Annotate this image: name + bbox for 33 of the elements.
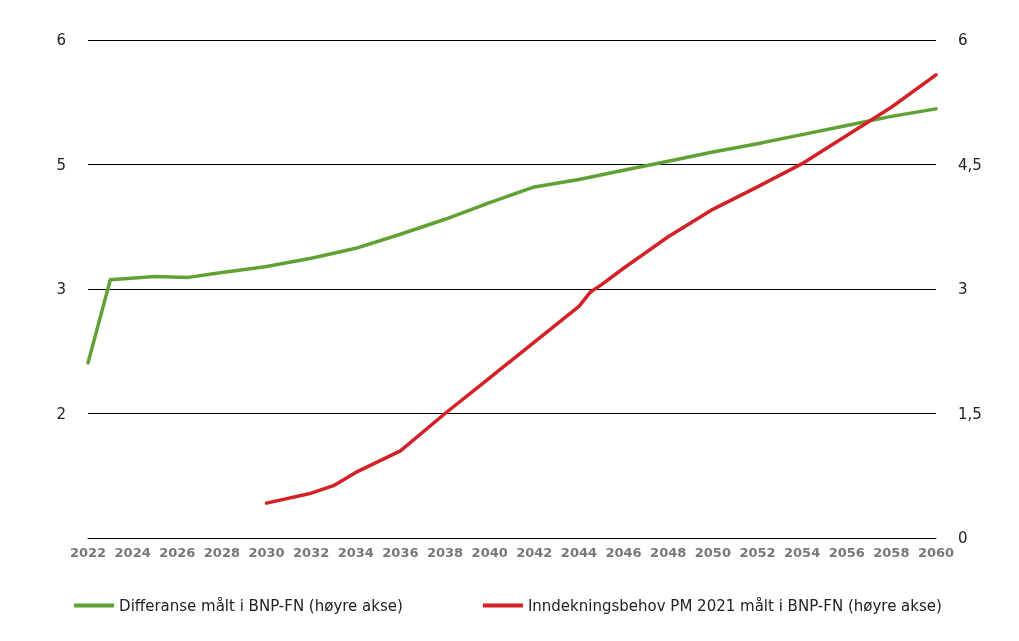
x-tick-label: 2036 bbox=[382, 545, 419, 560]
x-tick-label: 2060 bbox=[917, 545, 955, 560]
x-tick-label: 2048 bbox=[650, 545, 687, 560]
y-tick-label: 3 bbox=[56, 280, 66, 298]
y2-tick-label: 0 bbox=[958, 529, 968, 547]
x-tick-label: 2032 bbox=[293, 545, 330, 560]
x-tick-label: 2052 bbox=[739, 545, 776, 560]
x-tick-label: 2030 bbox=[248, 545, 285, 560]
x-tick-label: 2022 bbox=[69, 545, 107, 560]
y2-tick-label: 6 bbox=[958, 31, 968, 49]
y-tick-label: 6 bbox=[56, 31, 66, 49]
y2-tick-label: 4,5 bbox=[958, 155, 982, 174]
y2-tick-label: 3 bbox=[958, 280, 968, 298]
legend-label: Inndekningsbehov PM 2021 målt i BNP-FN (høyre akse) bbox=[527, 596, 942, 615]
x-tick-label: 2058 bbox=[873, 545, 910, 560]
x-tick-label: 2038 bbox=[426, 545, 464, 560]
x-tick-label: 2042 bbox=[516, 545, 553, 560]
x-tick-label: 2034 bbox=[337, 545, 374, 560]
x-tick-label: 2044 bbox=[560, 545, 598, 560]
x-tick-label: 2040 bbox=[471, 545, 508, 560]
x-tick-label: 2054 bbox=[784, 545, 821, 560]
x-tick-label: 2024 bbox=[114, 545, 151, 560]
legend-label: Differanse målt i BNP-FN (høyre akse) bbox=[119, 596, 403, 615]
x-tick-label: 2050 bbox=[694, 545, 731, 560]
line-series bbox=[264, 73, 938, 505]
x-tick-label: 2026 bbox=[159, 545, 196, 560]
x-tick-label: 2028 bbox=[203, 545, 240, 560]
y2-tick-label: 1,5 bbox=[958, 404, 982, 423]
x-tick-label: 2046 bbox=[605, 545, 642, 560]
y-tick-label: 5 bbox=[56, 155, 66, 174]
line-series bbox=[86, 107, 938, 365]
y-tick-label: 2 bbox=[56, 404, 66, 423]
x-tick-label: 2056 bbox=[828, 545, 865, 560]
